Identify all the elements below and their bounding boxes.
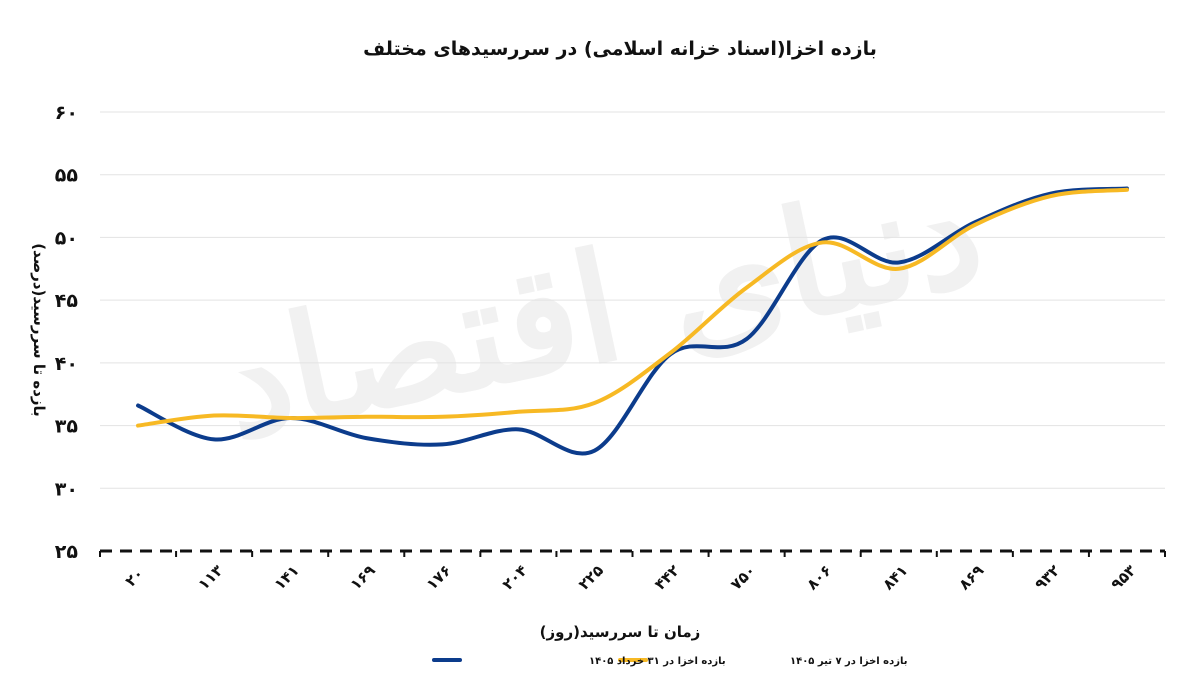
y-tick-label: ۶۰ — [55, 102, 78, 124]
series-lines — [136, 186, 1129, 456]
y-tick-label: ۴۰ — [55, 353, 78, 375]
x-tick-label: ۱۱۳ — [194, 561, 226, 593]
series-line-2 — [136, 187, 1129, 428]
x-tick-label: ۲۰۴ — [499, 561, 531, 593]
legend-label-1: بازده اخزا در ۷ تیر ۱۴۰۵ — [790, 656, 907, 667]
x-axis-label: زمان تا سررسید(روز) — [540, 623, 701, 641]
x-tick-label: ۹۳۲ — [1031, 561, 1063, 593]
legend: بازده اخزا در ۷ تیر ۱۴۰۵ بازده اخزا در ۳۱… — [432, 656, 907, 667]
x-tick-label: ۱۶۹ — [347, 561, 379, 593]
x-axis: ۲۰ ۱۱۳ ۱۴۱ ۱۶۹ ۱۷۶ ۲۰۴ ۲۲۵ ۴۴۲ ۷۵۰ ۸۰۶ ۸۴۱ ۸۶۹ ۹۳۲ ۹۵… — [99, 549, 1166, 594]
x-tick-label: ۷۵۰ — [727, 561, 759, 593]
y-axis-ticks: ۲۵ ۳۰ ۳۵ ۴۰ ۴۵ ۵۰ ۵۵ ۶۰ — [55, 102, 79, 563]
x-tick-label: ۱۴۱ — [271, 561, 303, 593]
y-axis-label: بازده تا سررسید(درصد) — [30, 243, 48, 417]
x-tick-label: ۴۴۲ — [651, 561, 683, 593]
y-tick-label: ۵۰ — [55, 227, 78, 249]
x-tick-label: ۸۶۹ — [955, 561, 987, 593]
x-tick-label: ۹۵۳ — [1107, 561, 1139, 593]
y-tick-label: ۳۰ — [55, 478, 78, 500]
x-tick-label: ۱۷۶ — [423, 561, 455, 593]
legend-label-2: بازده اخزا در ۳۱ خرداد ۱۴۰۵ — [589, 656, 726, 667]
y-tick-label: ۲۵ — [55, 541, 79, 563]
y-tick-label: ۵۵ — [55, 165, 79, 187]
x-tick-label: ۸۰۶ — [803, 561, 835, 593]
x-tick-label: ۲۰ — [122, 565, 148, 591]
x-tick-label: ۸۴۱ — [879, 561, 911, 593]
chart-title: بازده اخزا(اسناد خزانه اسلامی) در سررسید… — [363, 38, 877, 60]
y-tick-label: ۴۵ — [55, 290, 79, 312]
gridlines — [100, 111, 1165, 489]
x-tick-label: ۲۲۵ — [575, 561, 607, 593]
y-tick-label: ۳۵ — [55, 416, 79, 438]
